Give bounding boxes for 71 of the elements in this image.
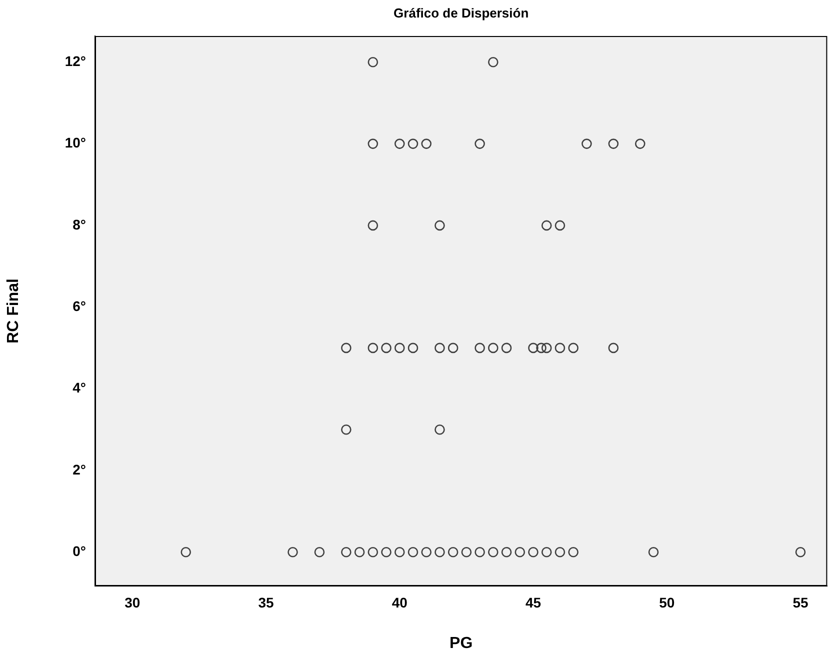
x-tick-label: 30: [124, 594, 140, 610]
point: [488, 546, 498, 558]
point: [368, 546, 378, 558]
point: [608, 342, 619, 354]
point: [648, 546, 659, 558]
y-tick-label: 8°: [72, 216, 86, 232]
y-tick-label: 4°: [72, 380, 86, 396]
point: [408, 138, 418, 149]
point: [582, 138, 592, 149]
y-tick-label: 0°: [72, 542, 86, 559]
point: [341, 546, 352, 558]
point: [554, 546, 566, 558]
x-tick-label: 55: [792, 594, 808, 610]
point: [501, 342, 512, 354]
point: [536, 342, 546, 354]
point: [488, 342, 498, 354]
point: [368, 138, 378, 149]
point: [434, 424, 445, 435]
point: [461, 546, 472, 558]
point: [568, 342, 578, 354]
point: [501, 546, 512, 558]
point: [448, 546, 458, 558]
x-axis-title: PG: [450, 634, 473, 652]
point: [381, 546, 392, 558]
point: [488, 56, 498, 68]
point: [795, 546, 806, 558]
point: [394, 546, 405, 558]
point: [381, 342, 392, 354]
point: [354, 546, 365, 558]
point: [368, 342, 378, 354]
point: [394, 342, 405, 354]
point: [394, 138, 405, 149]
point: [634, 138, 646, 149]
point: [408, 546, 418, 558]
point: [180, 546, 192, 558]
point: [434, 342, 445, 354]
point: [434, 220, 445, 231]
point: [448, 342, 458, 354]
point: [421, 138, 432, 149]
x-tick-label: 35: [258, 594, 274, 610]
point: [408, 342, 418, 354]
x-tick-label: 50: [659, 594, 675, 610]
point: [434, 546, 445, 558]
point: [514, 546, 526, 558]
point: [554, 342, 566, 354]
point: [608, 138, 619, 149]
point: [341, 342, 352, 354]
y-tick-label: 12°: [64, 52, 86, 69]
point: [474, 546, 485, 558]
point: [568, 546, 578, 558]
x-tick-label: 45: [525, 594, 542, 610]
point: [474, 138, 485, 149]
y-tick-label: 2°: [72, 461, 86, 478]
y-tick-label: 6°: [72, 298, 86, 314]
point: [541, 220, 552, 231]
point: [421, 546, 432, 558]
point: [341, 424, 352, 435]
point: [528, 546, 538, 558]
x-tick-label: 40: [392, 594, 408, 610]
point: [541, 342, 552, 354]
point: [528, 342, 538, 354]
y-tick-label: 10°: [64, 134, 86, 151]
point: [368, 220, 378, 231]
point: [368, 56, 378, 68]
point: [288, 546, 298, 558]
point: [314, 546, 325, 558]
y-axis-title: RC Final: [5, 278, 22, 344]
point: [474, 342, 485, 354]
point: [541, 546, 552, 558]
point: [554, 220, 566, 231]
chart-title: Gráfico de Dispersión: [394, 6, 529, 21]
